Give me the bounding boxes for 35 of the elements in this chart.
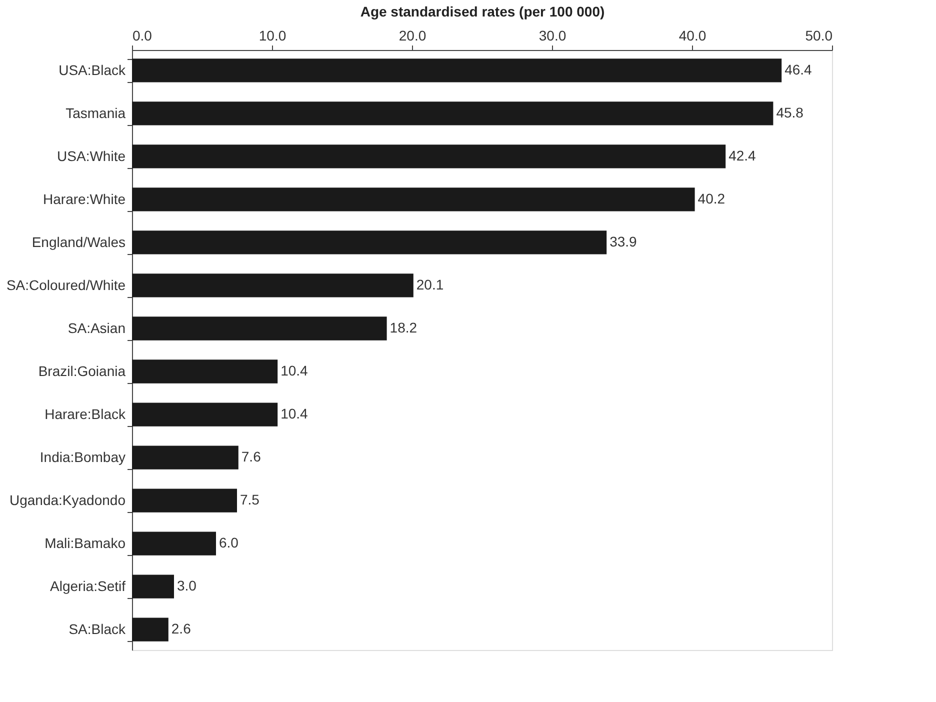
x-axis-title: Age standardised rates (per 100 000): [360, 4, 605, 20]
y-tick-label: Mali:Bamako: [44, 535, 126, 552]
data-label: 40.2: [698, 190, 726, 206]
y-tick-label: India:Bombay: [40, 449, 126, 466]
data-label: 20.1: [416, 276, 444, 292]
data-label: 2.6: [171, 620, 192, 637]
data-label: 18.2: [390, 319, 418, 336]
y-tick-label: Tasmania: [66, 104, 126, 121]
y-tick-label: Harare:Black: [44, 406, 126, 422]
y-tick-label: SA:Black: [68, 621, 126, 638]
y-tick-label: England/Wales: [32, 234, 126, 250]
y-tick-label: Algeria:Setif: [50, 578, 126, 594]
y-tick-label: Brazil:Goiania: [38, 363, 126, 380]
data-label: 3.0: [177, 578, 197, 594]
y-tick-label: Uganda:Kyadondo: [10, 492, 126, 508]
x-tick-label: 20.0: [398, 28, 426, 44]
y-tick-label: USA:Black: [58, 62, 126, 78]
data-label: 33.9: [610, 233, 638, 250]
data-label: 6.0: [219, 534, 239, 551]
data-label: 7.5: [240, 492, 260, 508]
y-tick-label: USA:White: [57, 148, 126, 164]
data-label: 42.4: [728, 147, 756, 164]
y-tick-label: SA:Asian: [68, 320, 126, 336]
data-label: 10.4: [280, 406, 308, 422]
y-tick-label: Harare:White: [43, 190, 126, 207]
x-tick-label: 30.0: [538, 28, 566, 44]
data-label: 10.4: [280, 362, 308, 379]
y-tick-label: SA:Coloured/White: [6, 276, 126, 293]
data-label: 46.4: [784, 61, 812, 78]
data-label: 45.8: [776, 104, 804, 120]
x-tick-label: 50.0: [805, 28, 833, 44]
data-label: 7.6: [241, 448, 262, 465]
x-tick-label: 40.0: [678, 28, 706, 44]
x-tick-label: 0.0: [132, 28, 152, 44]
x-tick-label: 10.0: [258, 28, 286, 44]
